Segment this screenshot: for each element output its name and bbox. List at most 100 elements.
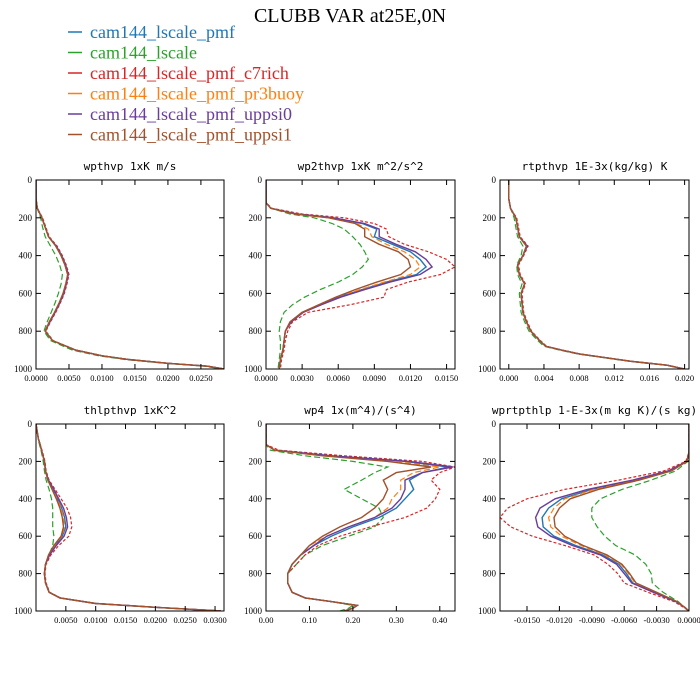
chart-panel: rtpthvp 1E-3x(kg/kg) K020040060080010000… bbox=[478, 160, 694, 383]
y-tick-label: 0 bbox=[28, 419, 33, 429]
legend-label: cam144_lscale_pmf bbox=[90, 22, 235, 42]
x-tick-label: 0.000 bbox=[499, 373, 518, 383]
series-group bbox=[36, 424, 222, 611]
x-tick-label: 0.20 bbox=[345, 615, 360, 625]
x-tick-label: 0.008 bbox=[570, 373, 589, 383]
x-tick-label: 0.0050 bbox=[57, 373, 80, 383]
y-tick-label: 400 bbox=[249, 251, 263, 261]
series-line bbox=[266, 180, 412, 369]
panel-title: wp2thvp 1xK m^2/s^2 bbox=[298, 160, 424, 173]
y-tick-label: 600 bbox=[19, 288, 33, 298]
series-line bbox=[36, 180, 224, 369]
y-tick-label: 400 bbox=[19, 494, 33, 504]
chart-panel: thlpthvp 1xK^2 0 200 400 600 800 1000 0.0050 0.0… bbox=[14, 404, 227, 625]
plot-frame bbox=[265, 179, 456, 370]
x-tick-label: 0.30 bbox=[389, 615, 404, 625]
x-tick-label: 0.0100 bbox=[90, 373, 113, 383]
x-tick-label: 0.0150 bbox=[435, 373, 458, 383]
x-tick-label: 0.0060 bbox=[327, 373, 350, 383]
plot-frame bbox=[35, 179, 225, 370]
plot-frame bbox=[499, 179, 690, 370]
y-tick-label: 0 bbox=[258, 175, 263, 185]
x-tick-label: 0.0200 bbox=[156, 373, 179, 383]
y-tick-label: 1000 bbox=[244, 364, 263, 374]
legend-label: cam144_lscale_pmf_uppsi1 bbox=[90, 125, 292, 145]
plot-frame bbox=[499, 423, 690, 612]
panel-title: thlpthvp 1xK^2 bbox=[84, 404, 177, 417]
legend: cam144_lscale_pmfcam144_lscalecam144_lsc… bbox=[68, 22, 304, 145]
x-tick-label: 0.0000 bbox=[24, 373, 47, 383]
series-line bbox=[508, 180, 685, 369]
plot-frame bbox=[35, 423, 225, 612]
x-tick-label: 0.0200 bbox=[144, 615, 167, 625]
x-tick-label: 0.40 bbox=[432, 615, 447, 625]
x-tick-label: 0.0100 bbox=[84, 615, 107, 625]
y-tick-label: 800 bbox=[483, 326, 497, 336]
y-tick-label: 200 bbox=[483, 456, 497, 466]
y-tick-label: 0 bbox=[28, 175, 33, 185]
y-tick-label: 1000 bbox=[478, 606, 497, 616]
y-tick-label: 600 bbox=[483, 288, 497, 298]
series-group bbox=[508, 180, 685, 369]
y-tick-label: 200 bbox=[249, 456, 263, 466]
y-tick-label: 800 bbox=[19, 569, 33, 579]
x-tick-label: 0.0030 bbox=[290, 373, 313, 383]
y-tick-label: 800 bbox=[483, 569, 497, 579]
panel-title: wp4 1x(m^4)/(s^4) bbox=[304, 404, 417, 417]
x-tick-label: 0.0250 bbox=[189, 373, 212, 383]
x-tick-label: 0.10 bbox=[302, 615, 317, 625]
y-tick-label: 800 bbox=[19, 326, 33, 336]
y-tick-label: 400 bbox=[483, 251, 497, 261]
y-tick-label: 0 bbox=[492, 175, 497, 185]
y-tick-label: 800 bbox=[249, 569, 263, 579]
chart-panel: wp2thvp 1xK m^2/s^2020040060080010000.00… bbox=[244, 160, 458, 383]
series-group bbox=[36, 180, 224, 369]
chart-panel: wprtpthlp 1-E-3x(m kg K)/(s kg) 0 200 400 60… bbox=[478, 404, 700, 625]
x-tick-label: 0.016 bbox=[640, 373, 659, 383]
y-tick-label: 200 bbox=[19, 456, 33, 466]
series-group bbox=[266, 424, 455, 611]
x-tick-label: 0.0050 bbox=[54, 615, 77, 625]
x-tick-label: 0.020 bbox=[675, 373, 694, 383]
y-tick-label: 0 bbox=[492, 419, 497, 429]
y-tick-label: 800 bbox=[249, 326, 263, 336]
series-line bbox=[36, 424, 222, 611]
x-tick-label: -0.0060 bbox=[611, 615, 637, 625]
x-tick-label: 0.0300 bbox=[203, 615, 226, 625]
y-tick-label: 600 bbox=[249, 531, 263, 541]
y-tick-label: 400 bbox=[249, 494, 263, 504]
y-tick-label: 600 bbox=[19, 531, 33, 541]
y-tick-label: 200 bbox=[19, 213, 33, 223]
series-line bbox=[553, 424, 689, 611]
x-tick-label: -0.0120 bbox=[546, 615, 572, 625]
y-tick-label: 400 bbox=[483, 494, 497, 504]
x-tick-label: 0.0120 bbox=[399, 373, 422, 383]
panel-title: wpthvp 1xK m/s bbox=[84, 160, 177, 173]
x-tick-label: 0.00 bbox=[259, 615, 274, 625]
x-tick-label: 0.0000 bbox=[677, 615, 700, 625]
figure-title: CLUBB VAR at25E,0N bbox=[254, 5, 446, 27]
y-tick-label: 0 bbox=[258, 419, 263, 429]
panel-title: rtpthvp 1E-3x(kg/kg) K bbox=[522, 160, 668, 173]
y-tick-label: 600 bbox=[249, 288, 263, 298]
y-tick-label: 400 bbox=[19, 251, 33, 261]
x-tick-label: 0.0090 bbox=[363, 373, 386, 383]
legend-label: cam144_lscale_pmf_uppsi0 bbox=[90, 104, 292, 124]
y-tick-label: 1000 bbox=[14, 606, 33, 616]
x-tick-label: -0.0090 bbox=[579, 615, 605, 625]
x-tick-label: 0.012 bbox=[605, 373, 624, 383]
y-tick-label: 1000 bbox=[244, 606, 263, 616]
y-tick-label: 1000 bbox=[14, 364, 33, 374]
y-tick-label: 600 bbox=[483, 531, 497, 541]
panel-title: wprtpthlp 1-E-3x(m kg K)/(s kg) bbox=[492, 404, 697, 417]
series-line bbox=[266, 424, 432, 611]
legend-label: cam144_lscale_pmf_c7rich bbox=[90, 63, 289, 83]
y-tick-label: 200 bbox=[483, 213, 497, 223]
x-tick-label: 0.0150 bbox=[123, 373, 146, 383]
series-line bbox=[266, 180, 455, 369]
